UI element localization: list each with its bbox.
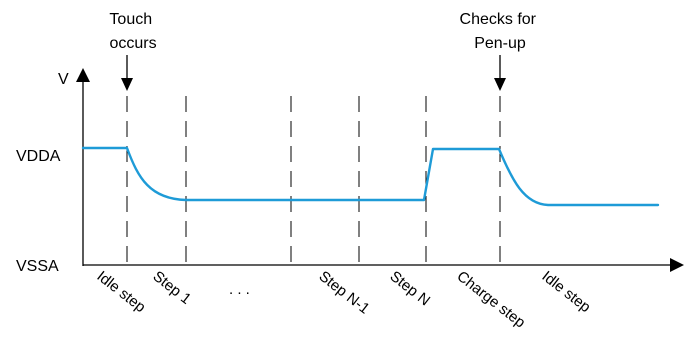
step-ellipsis: . . .: [229, 281, 250, 298]
step-label-idle: Idle step: [94, 268, 149, 316]
touch-annotation: Touch occurs: [109, 11, 156, 52]
penup-annotation: Checks for Pen-up: [460, 11, 541, 52]
touch-arrow-head: [121, 78, 133, 91]
step-label-charge: Charge step: [454, 268, 529, 332]
touch-annotation-line-2: occurs: [109, 35, 156, 52]
touch-annotation-line-1: Touch: [109, 11, 152, 28]
x-axis-arrowhead: [670, 258, 684, 272]
level-high-label: VDDA: [16, 148, 61, 165]
step-label-step-1: Step 1: [150, 268, 195, 308]
voltage-waveform: [81, 146, 660, 207]
step-label-step-n: Step N: [387, 268, 434, 310]
level-low-label: VSSA: [16, 258, 59, 275]
y-axis-label: V: [58, 71, 69, 88]
y-axis-arrowhead: [76, 68, 90, 82]
step-label-idle-2: Idle step: [539, 268, 594, 316]
penup-arrow-head: [494, 78, 506, 91]
penup-annotation-line-1: Checks for: [460, 11, 537, 28]
penup-annotation-line-2: Pen-up: [474, 35, 526, 52]
step-label-step-n-minus-1: Step N-1: [316, 268, 373, 318]
